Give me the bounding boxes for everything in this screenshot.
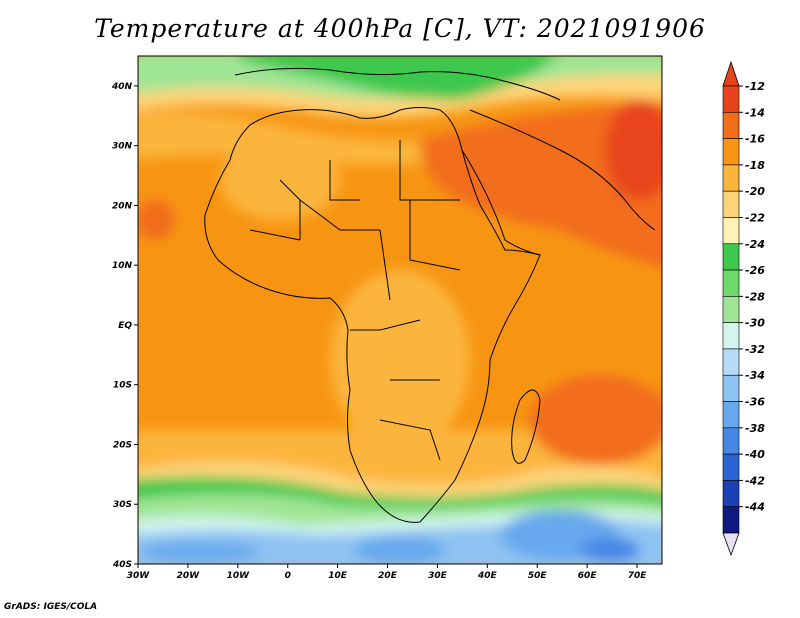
map-title: Temperature at 400hPa [C], VT: 202109190… — [94, 14, 706, 43]
lat-tick-label: 10S — [113, 381, 132, 391]
lat-tick-label: 30N — [112, 142, 133, 152]
lat-tick-label: 40N — [111, 82, 133, 92]
colorbar-top-arrow — [722, 60, 740, 87]
colorbar-swatch — [722, 401, 740, 429]
colorbar-swatch — [722, 453, 740, 481]
lon-tick-label: 0 — [285, 571, 291, 581]
lon-tick-label: 30W — [127, 571, 151, 581]
colorbar-label: -28 — [745, 290, 765, 303]
lat-axis: 40N 30N 20N 10N EQ 10S 20S 30S 40S — [111, 82, 138, 570]
lat-tick-label: 10N — [112, 261, 133, 271]
colorbar-label: -14 — [745, 106, 765, 119]
lat-tick-label: 20N — [112, 201, 133, 211]
colorbar-swatch — [722, 190, 740, 218]
colorbar-label: -36 — [745, 396, 765, 409]
lon-tick-label: 10E — [328, 571, 348, 581]
grads-credit: GrADS: IGES/COLA — [4, 602, 98, 612]
colorbar-swatch — [722, 269, 740, 297]
colorbar-label: -32 — [745, 343, 765, 356]
plot-frame — [137, 55, 663, 565]
colorbar-swatch — [722, 374, 740, 402]
lon-tick-label: 50E — [528, 571, 548, 581]
colorbar-label: -20 — [745, 185, 765, 198]
colorbar: -12 -14 -16 -18 -20 -22 -24 -26 -28 -30 -32 -34 -36 -… — [722, 60, 765, 557]
colorbar-label: -38 — [745, 422, 765, 435]
colorbar-swatch — [722, 322, 740, 350]
colorbar-label: -12 — [745, 80, 765, 93]
colorbar-label: -42 — [745, 474, 765, 487]
colorbar-label: -24 — [745, 238, 765, 251]
colorbar-label: -26 — [745, 264, 765, 277]
colorbar-label: -40 — [745, 448, 765, 461]
lat-tick-label: 30S — [113, 500, 132, 510]
colorbar-swatch — [722, 296, 740, 323]
colorbar-label: -18 — [745, 159, 765, 172]
lat-tick-label: 20S — [113, 440, 132, 450]
lat-tick-label: 40S — [112, 560, 132, 570]
colorbar-bottom-arrow — [722, 532, 740, 557]
lon-axis: 30W 20W 10W 0 10E 20E 30E 40E 50E 60E 70E — [127, 564, 647, 581]
temperature-field — [138, 56, 662, 564]
lon-tick-label: 30E — [428, 571, 448, 581]
colorbar-label: -16 — [745, 133, 765, 146]
lon-tick-label: 20W — [177, 571, 201, 581]
colorbar-label: -30 — [745, 317, 765, 330]
colorbar-swatch — [722, 506, 740, 534]
colorbar-swatch — [722, 138, 740, 166]
colorbar-swatch — [722, 111, 740, 139]
colorbar-swatch — [722, 243, 740, 271]
colorbar-label: -44 — [745, 501, 765, 514]
colorbar-swatch — [722, 480, 740, 508]
colorbar-swatch — [722, 427, 740, 455]
lat-tick-label: EQ — [118, 321, 132, 331]
lon-tick-label: 70E — [628, 571, 648, 581]
colorbar-swatch — [722, 348, 740, 376]
colorbar-swatch — [722, 85, 740, 113]
lon-tick-label: 20E — [378, 571, 398, 581]
colorbar-swatch — [722, 217, 740, 245]
colorbar-label: -34 — [745, 369, 765, 382]
lon-tick-label: 60E — [578, 571, 598, 581]
coastlines — [204, 67, 656, 523]
lon-tick-label: 10W — [227, 571, 251, 581]
colorbar-label: -22 — [745, 211, 765, 224]
lon-tick-label: 40E — [477, 571, 498, 581]
colorbar-swatch — [722, 164, 740, 192]
